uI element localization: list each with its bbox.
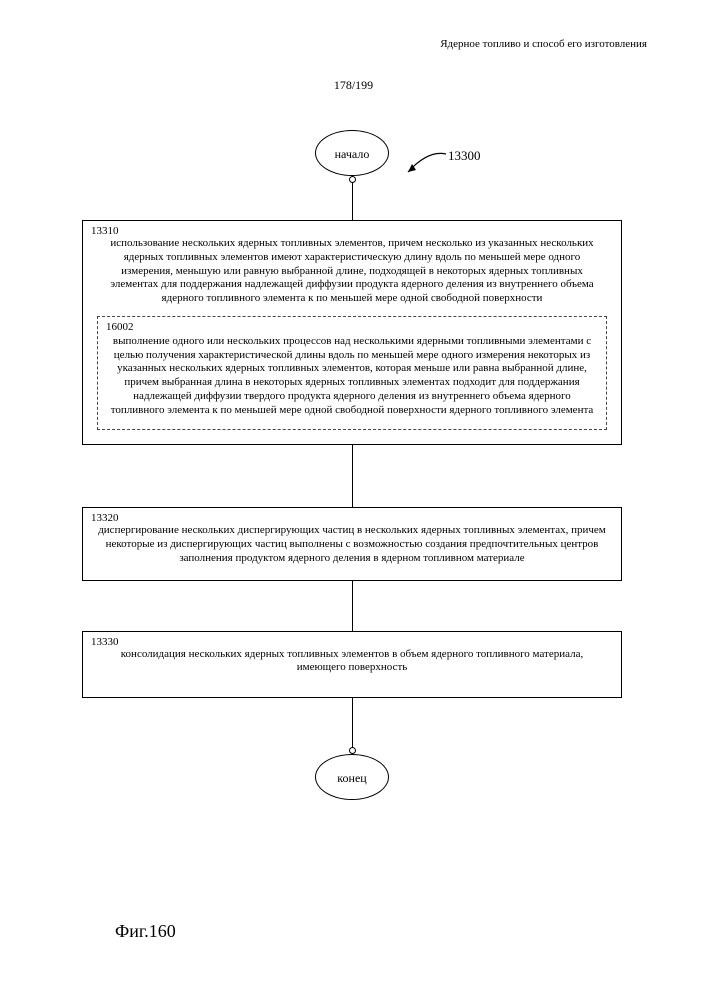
step-13330: 13330 консолидация нескольких ядерных то… [82, 631, 622, 699]
end-label: конец [337, 771, 366, 785]
inner-step-16002: 16002 выполнение одного или нескольких п… [97, 316, 607, 431]
step-13320: 13320 диспергирование нескольких дисперг… [82, 507, 622, 580]
inner-step-number: 16002 [106, 321, 134, 335]
step-13310: 13310 использование нескольких ядерных т… [82, 220, 622, 445]
step-number: 13320 [91, 512, 119, 526]
step-text: диспергирование нескольких диспергирующи… [97, 524, 607, 565]
start-label: начало [335, 147, 370, 161]
step-text: использование нескольких ядерных топливн… [97, 237, 607, 306]
connector [352, 581, 353, 631]
connector [352, 698, 353, 754]
figure-label: Фиг.160 [115, 921, 176, 942]
step-number: 13310 [91, 225, 119, 239]
step-text: консолидация нескольких ядерных топливны… [97, 648, 607, 676]
page-counter: 178/199 [0, 78, 707, 93]
end-terminator: конец [315, 754, 389, 800]
page: Ядерное топливо и способ его изготовлени… [0, 0, 707, 1000]
start-terminator: начало [315, 130, 389, 176]
step-number: 13330 [91, 636, 119, 650]
header-text: Ядерное топливо и способ его изготовлени… [440, 38, 647, 50]
connector [352, 176, 353, 220]
flowchart: начало 13310 использование нескольких яд… [82, 130, 622, 800]
connector [352, 445, 353, 507]
inner-step-text: выполнение одного или нескольких процесс… [110, 335, 594, 418]
